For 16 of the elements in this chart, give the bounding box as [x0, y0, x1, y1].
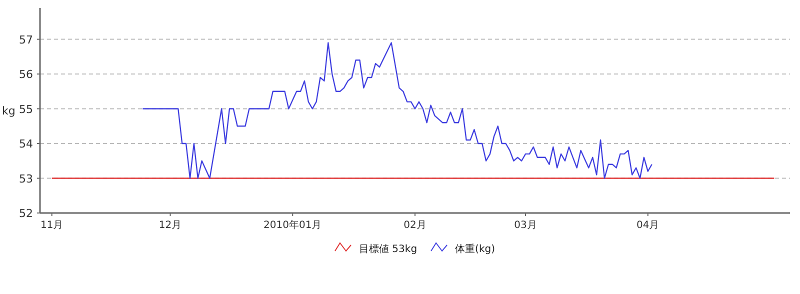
- x-tick-label: 2010年01月: [264, 219, 322, 231]
- y-tick-label: 57: [19, 33, 33, 46]
- x-tick-label: 02月: [404, 220, 426, 231]
- legend-label: 目標値 53kg: [359, 243, 418, 255]
- legend-label: 体重(kg): [455, 243, 496, 255]
- x-tick-label: 03月: [514, 220, 537, 231]
- y-tick-label: 54: [19, 138, 33, 151]
- line-series: [142, 42, 652, 179]
- y-axis-title: kg: [2, 104, 16, 118]
- y-tick-label: 55: [19, 102, 33, 116]
- x-tick-label: 12月: [158, 220, 182, 231]
- y-tick-label: 56: [19, 68, 33, 82]
- y-tick-label: 53: [19, 172, 33, 186]
- y-tick-label: 52: [19, 207, 33, 220]
- x-tick-label: 04月: [636, 220, 660, 231]
- x-tick-label: 11月: [40, 220, 64, 231]
